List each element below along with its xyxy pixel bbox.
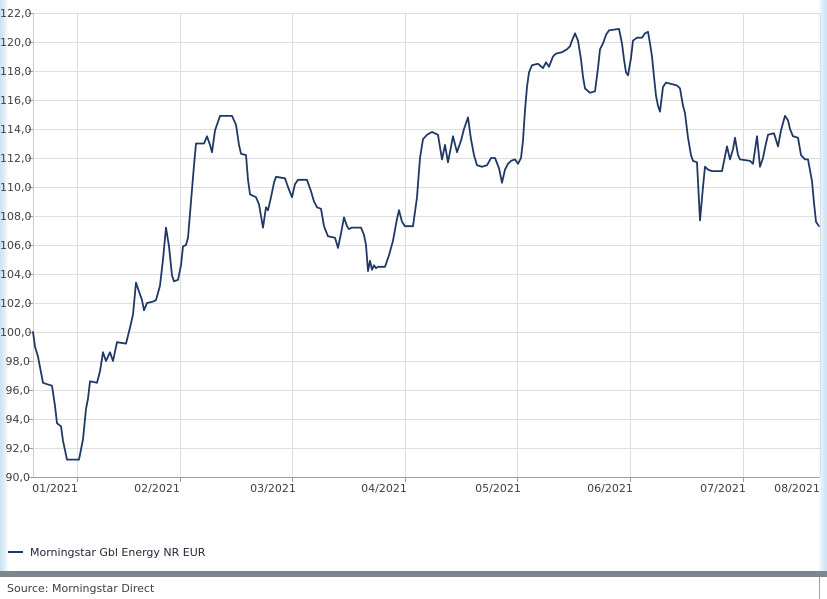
y-axis-label: 94,0 bbox=[5, 412, 31, 426]
y-axis-label: 108,0 bbox=[0, 209, 32, 223]
y-axis-label: 120,0 bbox=[0, 35, 32, 49]
y-axis-label: 118,0 bbox=[0, 64, 32, 78]
legend: Morningstar Gbl Energy NR EUR bbox=[8, 545, 205, 559]
y-axis-label: 90,0 bbox=[5, 470, 31, 484]
series-line bbox=[32, 27, 820, 461]
x-axis-label: 04/2021 bbox=[361, 482, 407, 495]
y-axis-label: 114,0 bbox=[0, 122, 32, 136]
source-label: Source: Morningstar Direct bbox=[7, 582, 155, 595]
y-axis-label: 96,0 bbox=[5, 383, 31, 397]
x-axis-label: 03/2021 bbox=[250, 482, 296, 495]
y-axis-label: 112,0 bbox=[0, 151, 32, 165]
y-axis-label: 104,0 bbox=[0, 267, 32, 281]
legend-line-swatch-icon bbox=[8, 551, 23, 553]
y-axis-label: 98,0 bbox=[5, 354, 31, 368]
y-axis-label: 100,0 bbox=[0, 325, 32, 339]
panel-divider bbox=[0, 571, 827, 577]
y-axis-label: 116,0 bbox=[0, 93, 32, 107]
source-bar: Source: Morningstar Direct bbox=[0, 577, 827, 599]
x-axis-label: 08/2021 bbox=[774, 482, 820, 495]
legend-series-label: Morningstar Gbl Energy NR EUR bbox=[30, 545, 206, 559]
y-axis-label: 102,0 bbox=[0, 296, 32, 310]
x-axis-label: 02/2021 bbox=[134, 482, 180, 495]
x-axis-label: 05/2021 bbox=[475, 482, 521, 495]
x-axis-label: 01/2021 bbox=[32, 482, 78, 495]
chart-svg bbox=[28, 13, 821, 482]
footer-right-rule bbox=[819, 577, 820, 599]
x-axis-label: 06/2021 bbox=[587, 482, 633, 495]
y-axis-label: 106,0 bbox=[0, 238, 32, 252]
x-axis-label: 07/2021 bbox=[700, 482, 746, 495]
y-axis-label: 92,0 bbox=[5, 441, 31, 455]
y-axis-label: 110,0 bbox=[0, 180, 32, 194]
y-axis-label: 122,0 bbox=[0, 6, 32, 20]
chart-panel: 122,0 120,0 118,0 116,0 114,0 112,0 110,0 108,0… bbox=[0, 0, 827, 571]
